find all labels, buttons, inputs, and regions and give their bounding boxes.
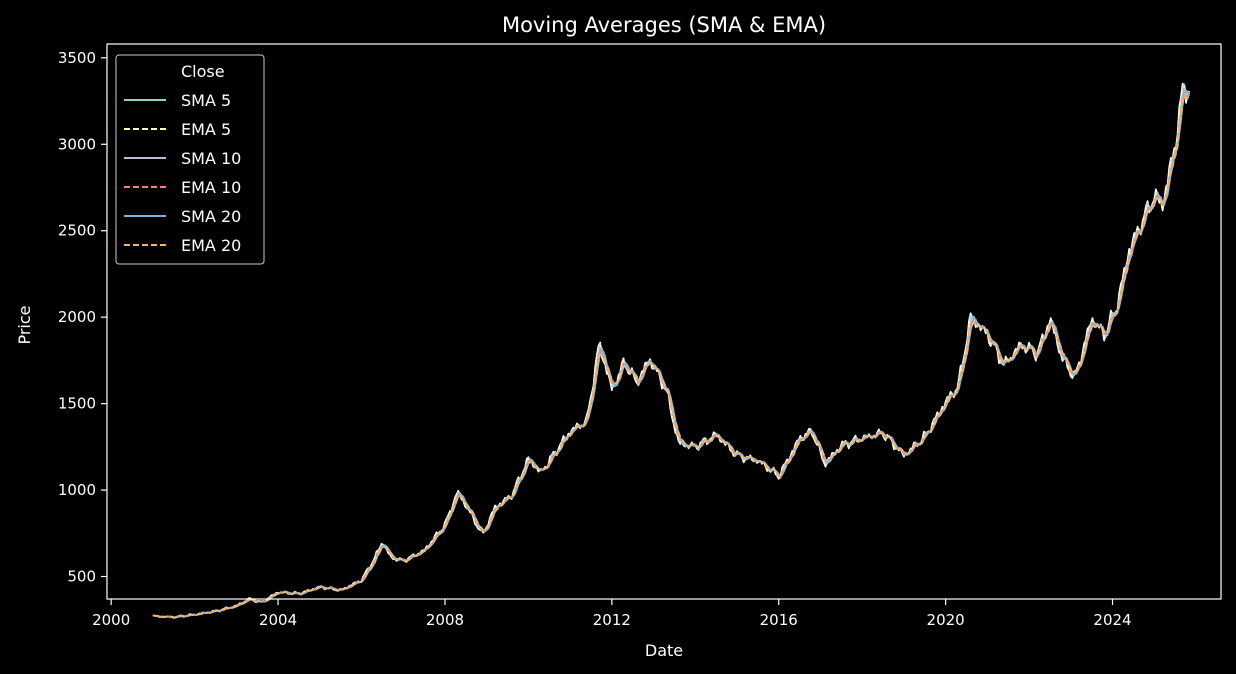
x-tick-label: 2004 xyxy=(259,611,297,629)
series-line-ema-5 xyxy=(152,86,1191,619)
x-axis-ticks: 2000 2004 2008 2012 2016 2020 2024 xyxy=(92,599,1132,629)
x-axis-label: Date xyxy=(645,641,683,660)
legend: Close SMA 5 EMA 5 SMA 10 EMA 10 SMA 20 EMA 20 xyxy=(115,54,265,265)
x-tick-label: 2016 xyxy=(760,611,798,629)
legend-label: Close xyxy=(181,62,225,81)
y-tick-label: 3000 xyxy=(58,135,96,153)
legend-label: EMA 20 xyxy=(181,236,241,255)
y-tick-label: 2000 xyxy=(58,308,96,326)
x-tick-label: 2024 xyxy=(1093,611,1131,629)
y-tick-label: 3500 xyxy=(58,49,96,67)
y-tick-label: 2500 xyxy=(58,222,96,240)
x-tick-label: 2020 xyxy=(927,611,965,629)
y-tick-label: 1000 xyxy=(58,481,96,499)
y-tick-label: 500 xyxy=(67,568,96,586)
chart-title: Moving Averages (SMA & EMA) xyxy=(502,13,826,37)
series-layer xyxy=(152,82,1191,619)
y-axis-ticks: 500 1000 1500 2000 2500 3000 3500 xyxy=(58,49,107,586)
x-tick-label: 2008 xyxy=(426,611,464,629)
series-line-ema-20 xyxy=(152,94,1191,619)
y-tick-label: 1500 xyxy=(58,395,96,413)
legend-label: EMA 10 xyxy=(181,178,241,197)
legend-label: SMA 5 xyxy=(181,91,231,110)
legend-label: SMA 10 xyxy=(181,149,241,168)
plot-area-frame xyxy=(106,43,1222,600)
legend-box xyxy=(115,54,265,265)
x-tick-label: 2000 xyxy=(92,611,130,629)
legend-label: EMA 5 xyxy=(181,120,231,139)
legend-label: SMA 20 xyxy=(181,207,241,226)
x-tick-label: 2012 xyxy=(593,611,631,629)
y-axis-label: Price xyxy=(15,305,34,344)
